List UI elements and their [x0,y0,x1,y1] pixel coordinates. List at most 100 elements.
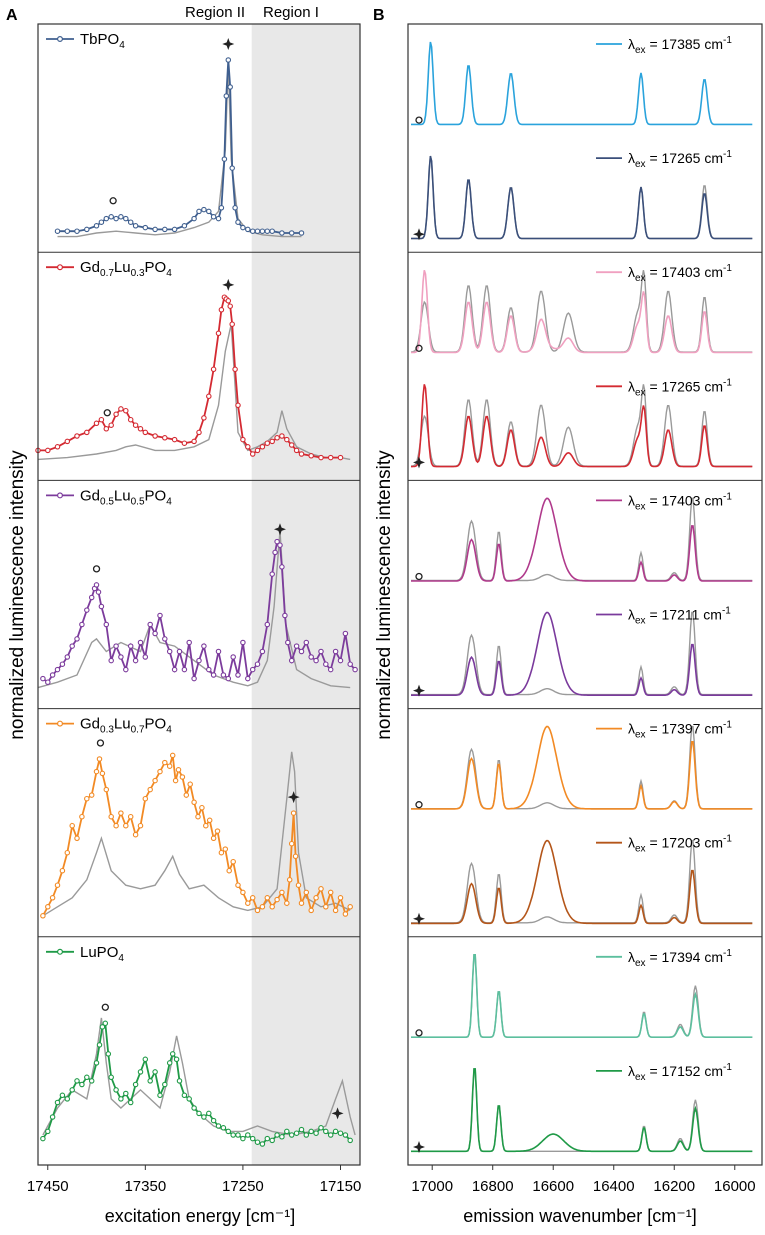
legend-label: λex = 17203 cm-1 [628,834,732,855]
data-point [259,904,266,910]
data-point [195,813,201,820]
data-point [79,1081,85,1088]
data-point [303,889,310,896]
legend-label: λex = 17385 cm-1 [628,35,732,56]
data-point [45,904,51,910]
data-point [45,447,51,454]
data-point [274,1132,280,1138]
spectrum-line [411,269,753,354]
data-point [132,1081,139,1088]
data-point [181,666,188,673]
data-point [327,889,334,896]
data-point [245,675,251,682]
data-point [123,822,129,829]
data-point [284,436,290,443]
data-point [108,657,114,664]
data-point [162,435,168,441]
data-point [69,1087,75,1093]
data-point [240,889,246,896]
data-point [175,767,182,773]
data-point [98,603,105,610]
data-point [74,433,80,439]
data-point [137,1069,144,1075]
data-point [220,672,227,678]
spectrum-line [411,611,753,696]
data-point [277,542,283,548]
data-point [206,1110,212,1117]
data-point [292,853,299,860]
data-point [308,1128,314,1135]
circle-marker [415,116,423,124]
data-point [342,630,349,637]
legend-marker [56,264,63,271]
data-point [218,205,225,211]
data-point [269,228,275,234]
data-point [293,643,300,649]
trace-b-10: λex = 17152 cm-1 [411,1062,753,1153]
data-point [342,911,349,917]
data-point [102,1020,109,1027]
data-point [84,429,90,436]
data-point [118,1096,124,1102]
data-point [221,156,228,162]
data-point [166,763,173,769]
data-point [95,589,102,595]
data-point [152,433,158,439]
data-point [172,777,179,784]
data-point [327,454,334,461]
legend-label: λex = 17211 cm-1 [628,606,731,627]
data-point [284,1128,290,1135]
data-point [298,451,305,457]
data-point [84,226,90,233]
data-point [201,206,207,213]
data-point [240,436,246,443]
data-point [108,422,114,428]
data-point [279,1134,285,1140]
trace-b-4: λex = 17265 cm-1 [410,377,753,469]
data-point [79,621,85,628]
circle-marker [96,739,105,747]
data-point [103,621,110,628]
data-point [210,835,217,842]
data-point [254,447,261,454]
data-point [74,1078,80,1084]
data-point [332,1128,339,1135]
data-point [245,226,251,233]
data-point [235,1132,241,1138]
data-point [259,228,266,234]
subplot-a-5: LuPO4 [40,944,356,1147]
data-point [96,1042,103,1048]
data-point [166,648,173,655]
data-point [132,657,139,664]
x-tick-label: 16800 [472,1178,514,1195]
data-point [298,648,305,655]
legend-label: λex = 17265 cm-1 [628,377,732,398]
data-point [215,330,222,337]
data-point [88,1078,95,1084]
data-point [279,433,285,439]
data-point [203,822,209,829]
legend-label: TbPO4 [80,31,125,51]
circle-marker [109,197,117,205]
data-point [49,1114,56,1120]
data-point [323,661,329,667]
data-point [225,1128,232,1135]
data-point [337,895,344,901]
legend-label: Gd0.5Lu0.5PO4 [80,487,172,507]
region-ii-label: Region II [185,4,245,21]
data-point [142,224,149,231]
data-point [84,1074,90,1081]
data-point [352,666,358,673]
data-point [269,1137,275,1144]
data-point [45,1128,51,1135]
data-point [152,777,158,784]
data-point [347,1137,353,1144]
spectrum-line [411,725,753,810]
data-point [132,422,139,428]
data-point [227,303,233,309]
data-point [230,1132,236,1138]
data-point [147,786,153,793]
data-point [74,636,80,642]
data-point [342,1132,349,1138]
data-point [274,538,280,545]
